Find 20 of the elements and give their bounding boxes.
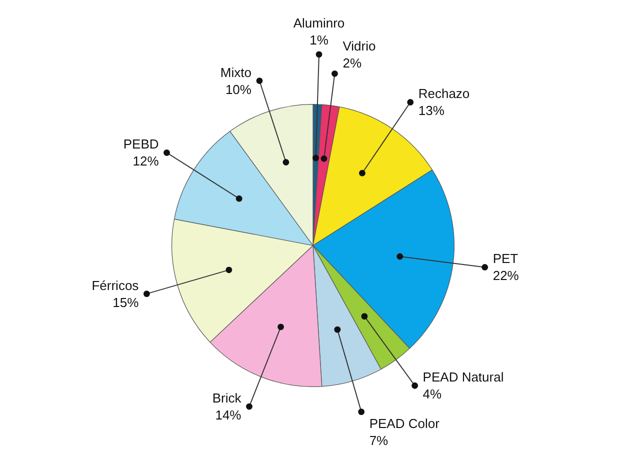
data-label: 14% bbox=[215, 408, 242, 423]
data-label: 2% bbox=[342, 56, 362, 71]
slice-label: Vidrio bbox=[342, 38, 376, 54]
data-label: 12% bbox=[132, 154, 160, 169]
slice-label: Aluminro bbox=[293, 15, 345, 30]
data-label: 15% bbox=[112, 294, 140, 310]
slice-label: PEAD Color bbox=[369, 416, 440, 431]
slice-label: Rechazo bbox=[418, 86, 470, 102]
slice-label: PET bbox=[492, 251, 518, 266]
data-label: 4% bbox=[422, 386, 442, 402]
slice-label: PEBD bbox=[123, 136, 159, 152]
data-label: 13% bbox=[418, 103, 445, 118]
data-label: 1% bbox=[310, 32, 329, 48]
slice-label: Brick bbox=[212, 390, 242, 406]
slice-label: Férricos bbox=[92, 278, 140, 293]
data-label: 10% bbox=[225, 82, 252, 97]
slice-label: Mixto bbox=[220, 64, 252, 80]
slice-label: PEAD Natural bbox=[422, 370, 504, 385]
data-label: 22% bbox=[492, 268, 520, 284]
data-label: 7% bbox=[369, 432, 389, 448]
